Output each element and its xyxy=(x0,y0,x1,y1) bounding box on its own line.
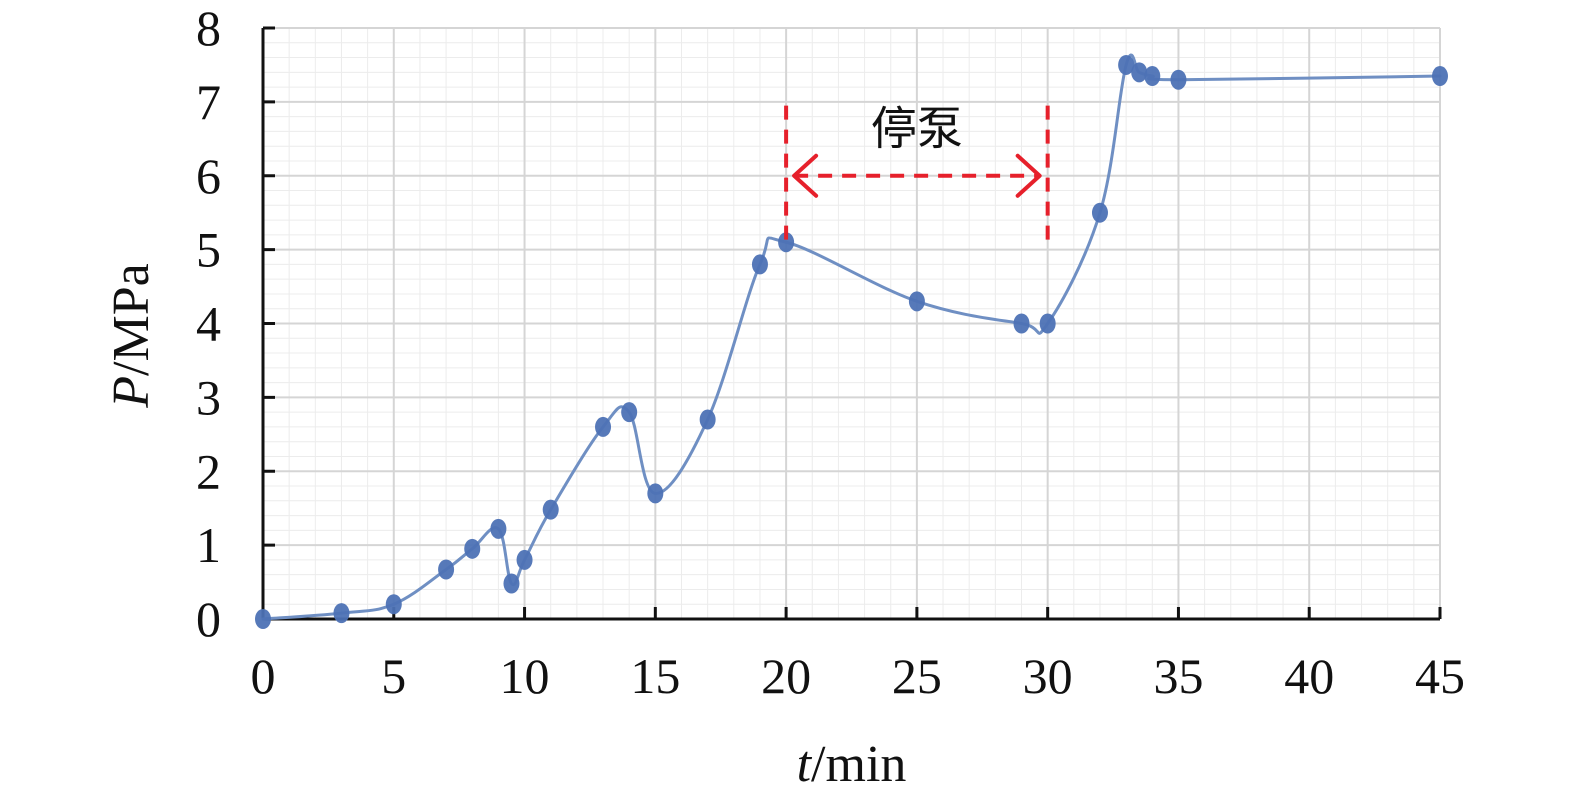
data-point xyxy=(542,499,559,520)
x-tick-label: 20 xyxy=(761,648,811,704)
y-tick-label: 1 xyxy=(196,517,221,573)
data-point xyxy=(595,416,612,437)
data-point xyxy=(503,573,520,594)
annotation-label: 停泵 xyxy=(871,102,963,156)
y-tick-label: 2 xyxy=(196,443,221,499)
data-point xyxy=(908,291,925,312)
x-tick-label: 45 xyxy=(1415,648,1465,704)
x-axis-unit: /min xyxy=(811,736,906,793)
y-tick-label: 7 xyxy=(196,74,221,130)
data-point xyxy=(699,409,716,430)
x-tick-label: 30 xyxy=(1023,648,1073,704)
data-point xyxy=(1013,313,1030,334)
x-axis-variable: t xyxy=(797,736,813,793)
pressure-series xyxy=(261,53,1442,621)
y-tick-label: 3 xyxy=(196,369,221,425)
x-tick-label: 15 xyxy=(630,648,680,704)
data-point xyxy=(385,594,402,615)
y-axis-title: P/MPa xyxy=(103,263,160,408)
data-point xyxy=(1131,62,1148,83)
data-point xyxy=(1039,313,1056,334)
x-tick-label: 0 xyxy=(251,648,276,704)
annotation-right-arrowhead xyxy=(1015,153,1042,198)
data-point xyxy=(255,609,271,629)
y-tick-label: 5 xyxy=(196,222,221,278)
data-markers xyxy=(255,54,1448,629)
annotation-left-arrowhead xyxy=(792,153,819,198)
x-tick-label: 10 xyxy=(500,648,550,704)
y-tick-label: 4 xyxy=(196,296,221,352)
data-point xyxy=(621,402,638,423)
data-point xyxy=(1091,202,1108,223)
data-point xyxy=(490,518,507,539)
x-tick-label: 35 xyxy=(1153,648,1203,704)
y-tick-label: 8 xyxy=(196,0,221,56)
y-tick-label: 0 xyxy=(196,591,221,647)
data-point xyxy=(1144,66,1161,87)
data-point xyxy=(333,603,350,624)
data-point xyxy=(464,538,481,559)
data-point xyxy=(1170,69,1187,90)
data-point xyxy=(438,559,455,580)
y-tick-label: 6 xyxy=(196,148,221,204)
x-tick-label: 40 xyxy=(1284,648,1334,704)
pressure-line xyxy=(261,53,1442,621)
x-tick-label: 5 xyxy=(381,648,406,704)
data-point xyxy=(778,232,795,253)
data-point xyxy=(647,483,664,504)
stop-pump-annotation: 停泵 xyxy=(784,102,1050,243)
data-point xyxy=(1432,66,1448,87)
x-axis-title: t/min xyxy=(797,736,907,793)
data-point xyxy=(1118,54,1135,75)
data-point xyxy=(751,254,768,275)
y-axis-variable: P xyxy=(103,376,160,409)
data-point xyxy=(516,549,533,570)
x-tick-label: 25 xyxy=(892,648,942,704)
y-axis-unit: /MPa xyxy=(103,263,160,376)
axes xyxy=(261,26,1442,621)
